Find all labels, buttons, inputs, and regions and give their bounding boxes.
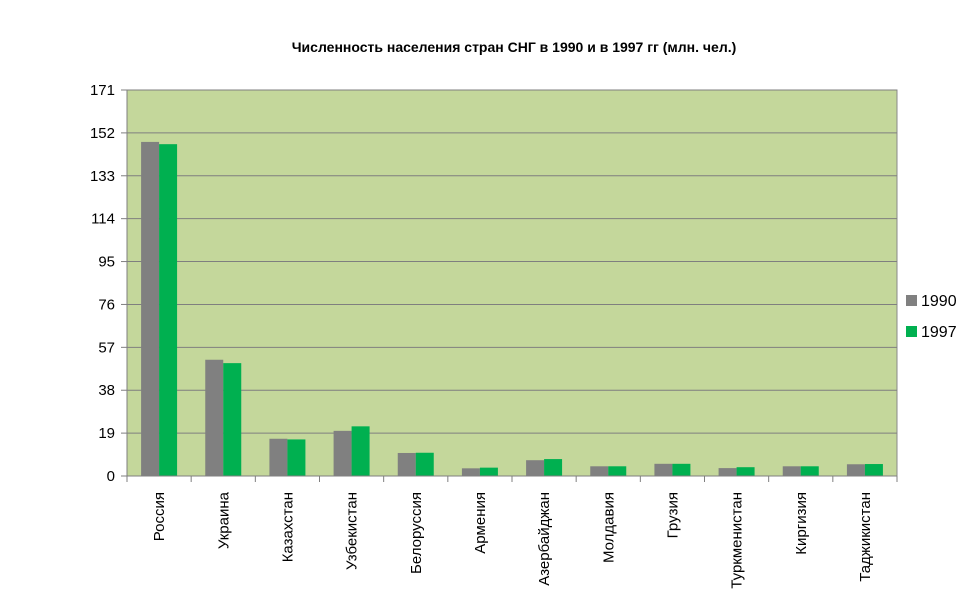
bar-1990-6: [461, 468, 480, 476]
x-tick-label: Украина: [215, 491, 232, 549]
bar-1990-10: [718, 468, 737, 476]
bar-1997-11: [800, 466, 819, 476]
bar-1990-2: [205, 359, 224, 476]
legend: 1990 1997: [906, 293, 957, 341]
bar-1990-5: [397, 452, 416, 476]
bar-1990-11: [782, 466, 801, 476]
y-tick-label: 19: [98, 425, 115, 442]
bar-1990-3: [269, 438, 288, 476]
x-tick-label: Молдавия: [600, 492, 617, 563]
bar-1997-6: [479, 467, 498, 476]
legend-swatch-1990: [906, 295, 917, 306]
bar-1997-8: [608, 466, 627, 476]
x-tick-label: Азербайджан: [536, 492, 553, 586]
y-tick-label: 0: [107, 468, 115, 485]
bars: [141, 141, 883, 476]
x-tick-label: Армения: [472, 492, 489, 554]
y-tick-label: 152: [90, 125, 115, 142]
x-axis: Россия Украина Казахстан Узбекистан Белорусс…: [126, 475, 898, 589]
y-tick-label: 114: [91, 211, 115, 228]
x-tick-label: Россия: [151, 492, 168, 541]
bar-1990-8: [590, 466, 609, 476]
legend-swatch-1997: [906, 326, 917, 337]
x-tick-label: Белоруссия: [408, 492, 425, 574]
bar-1997-5: [415, 452, 434, 476]
x-tick-label: Грузия: [664, 492, 681, 538]
y-tick-label: 95: [98, 254, 115, 271]
x-tick-label: Узбекистан: [344, 492, 361, 570]
legend-label-1990: 1990: [921, 293, 957, 310]
bar-1997-2: [223, 363, 242, 476]
bar-1997-7: [544, 459, 563, 476]
bar-1997-1: [159, 144, 178, 476]
gridlines: [127, 89, 897, 434]
y-tick-label: 38: [98, 382, 115, 399]
y-tick-label: 133: [90, 168, 115, 185]
bar-1990-9: [654, 463, 673, 476]
bar-1997-4: [351, 426, 370, 476]
y-tick-label: 76: [98, 296, 115, 313]
bar-1990-7: [526, 460, 545, 476]
bar-1997-9: [672, 463, 691, 476]
x-tick-label: Туркменистан: [729, 492, 746, 589]
bar-1990-12: [846, 464, 865, 476]
plot-area: [126, 89, 898, 477]
y-tick-label: 171: [90, 82, 115, 99]
y-tick-label: 57: [98, 339, 115, 356]
bar-1997-10: [736, 467, 755, 476]
chart-title: Численность населения стран СНГ в 1990 и…: [292, 39, 737, 55]
bar-1997-12: [864, 464, 883, 476]
bar-1990-4: [333, 430, 352, 476]
x-tick-label: Таджикистан: [857, 492, 874, 582]
x-tick-label: Казахстан: [279, 492, 296, 562]
legend-label-1997: 1997: [921, 324, 957, 341]
y-axis: 0 19 38 57 76 95 114 133 152 171: [90, 82, 128, 485]
x-tick-label: Киргизия: [793, 492, 810, 555]
bar-1990-1: [141, 141, 160, 476]
bar-1997-3: [287, 439, 306, 476]
